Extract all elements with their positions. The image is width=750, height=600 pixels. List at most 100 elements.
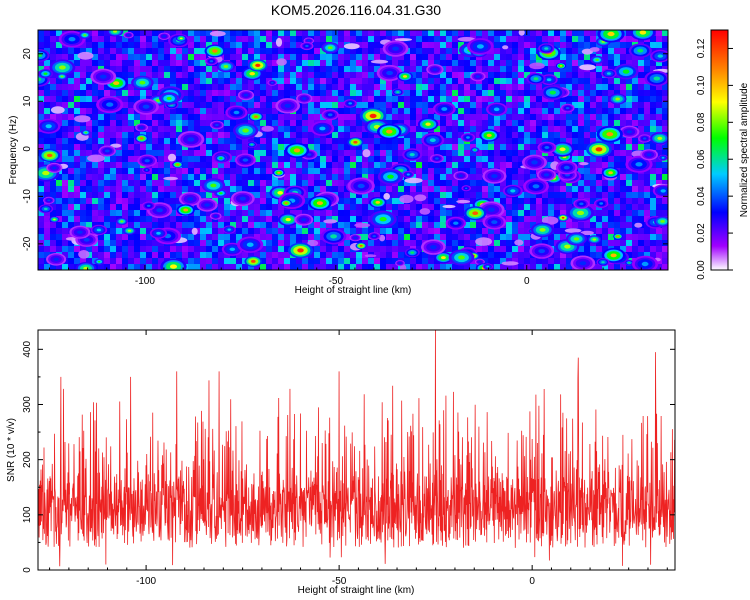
heatmap-cell [500, 126, 507, 133]
heatmap-cell [308, 210, 315, 217]
heatmap-cell [74, 204, 81, 211]
heatmap-cell [446, 180, 453, 187]
heatmap-cell [206, 54, 213, 61]
heatmap-cell [470, 96, 477, 103]
heatmap-cell [560, 234, 567, 241]
heatmap-low-spot [77, 51, 94, 60]
heatmap-cell [476, 162, 483, 169]
heatmap-cell [194, 210, 201, 217]
heatmap-cell [470, 192, 477, 199]
heatmap-cell [626, 174, 633, 181]
heatmap-cell [152, 48, 159, 55]
heatmap-cell [290, 258, 297, 265]
heatmap-cell [338, 84, 345, 91]
heatmap-cell [590, 78, 597, 85]
heatmap-cell [380, 144, 387, 151]
heatmap-cell [224, 42, 231, 49]
heatmap-cell [146, 258, 153, 265]
heatmap-cell [428, 78, 435, 85]
heatmap-cell [230, 168, 237, 175]
heatmap-cell [644, 54, 651, 61]
heatmap-cell [464, 240, 471, 247]
heatmap-cell [74, 72, 81, 79]
heatmap-cell [560, 54, 567, 61]
heatmap-cell [476, 144, 483, 151]
heatmap-cell [506, 60, 513, 67]
heatmap-cell [140, 72, 147, 79]
heatmap-cell [386, 198, 393, 205]
heatmap-cell [644, 246, 651, 253]
heatmap-cell [428, 264, 435, 270]
heatmap-cell [320, 78, 327, 85]
heatmap-cell [92, 216, 99, 223]
heatmap-cell [596, 138, 603, 145]
heatmap-cell [158, 180, 165, 187]
heatmap-cell [392, 108, 399, 115]
heatmap-cell [428, 192, 435, 199]
heatmap-cell [74, 198, 81, 205]
heatmap-cell [398, 234, 405, 241]
heatmap-cell [248, 180, 255, 187]
heatmap-low-spot [167, 153, 177, 162]
heatmap-cell [308, 54, 315, 61]
heatmap-cell [158, 132, 165, 139]
heatmap-cell [650, 48, 657, 55]
heatmap-peak [267, 79, 278, 86]
heatmap-cell [578, 126, 585, 133]
heatmap-cell [470, 114, 477, 121]
heatmap-cell [122, 264, 129, 270]
heatmap-cell [374, 36, 381, 43]
heatmap-cell [584, 126, 591, 133]
heatmap-cell [122, 204, 129, 211]
heatmap-cell [428, 174, 435, 181]
heatmap-cell [494, 240, 501, 247]
heatmap-cell [146, 48, 153, 55]
heatmap-cell [614, 108, 621, 115]
heatmap-cell [578, 186, 585, 193]
heatmap-cell [140, 216, 147, 223]
heatmap-cell [518, 180, 525, 187]
heatmap-cell [614, 120, 621, 127]
heatmap-peak-ring [425, 122, 431, 126]
heatmap-cell [314, 180, 321, 187]
heatmap-cell [332, 138, 339, 145]
heatmap-cell [446, 186, 453, 193]
heatmap-cell [584, 36, 591, 43]
heatmap-cell [554, 138, 561, 145]
heatmap-cell [506, 84, 513, 91]
heatmap-cell [602, 264, 609, 270]
heatmap-cell [254, 78, 261, 85]
heatmap-cell [134, 162, 141, 169]
heatmap-cell [92, 150, 99, 157]
heatmap-cell [626, 264, 633, 270]
heatmap-cell [218, 204, 225, 211]
heatmap-cell [104, 174, 111, 181]
heatmap-cell [140, 222, 147, 229]
heatmap-cell [398, 228, 405, 235]
heatmap-cell [200, 72, 207, 79]
heatmap-cell [218, 72, 225, 79]
heatmap-cell [458, 150, 465, 157]
heatmap-cell [380, 186, 387, 193]
heatmap-cell [44, 108, 51, 115]
heatmap-cell [614, 216, 621, 223]
heatmap-cell [104, 198, 111, 205]
heatmap-cell [212, 132, 219, 139]
heatmap-cell [122, 192, 129, 199]
heatmap-cell [338, 30, 345, 37]
heatmap-peak-ring [599, 202, 604, 205]
heatmap-cell [422, 60, 429, 67]
heatmap-cell [212, 228, 219, 235]
heatmap-cell [488, 252, 495, 259]
heatmap-low-spot [580, 230, 594, 236]
heatmap-cell [224, 252, 231, 259]
heatmap-cell [410, 264, 417, 270]
heatmap-cell [452, 192, 459, 199]
heatmap-cell [584, 30, 591, 37]
heatmap-cell [308, 108, 315, 115]
heatmap-cell [632, 114, 639, 121]
heatmap-cell [596, 66, 603, 73]
heatmap-cell [110, 60, 117, 67]
heatmap-cell [422, 90, 429, 97]
heatmap-cell [332, 120, 339, 127]
